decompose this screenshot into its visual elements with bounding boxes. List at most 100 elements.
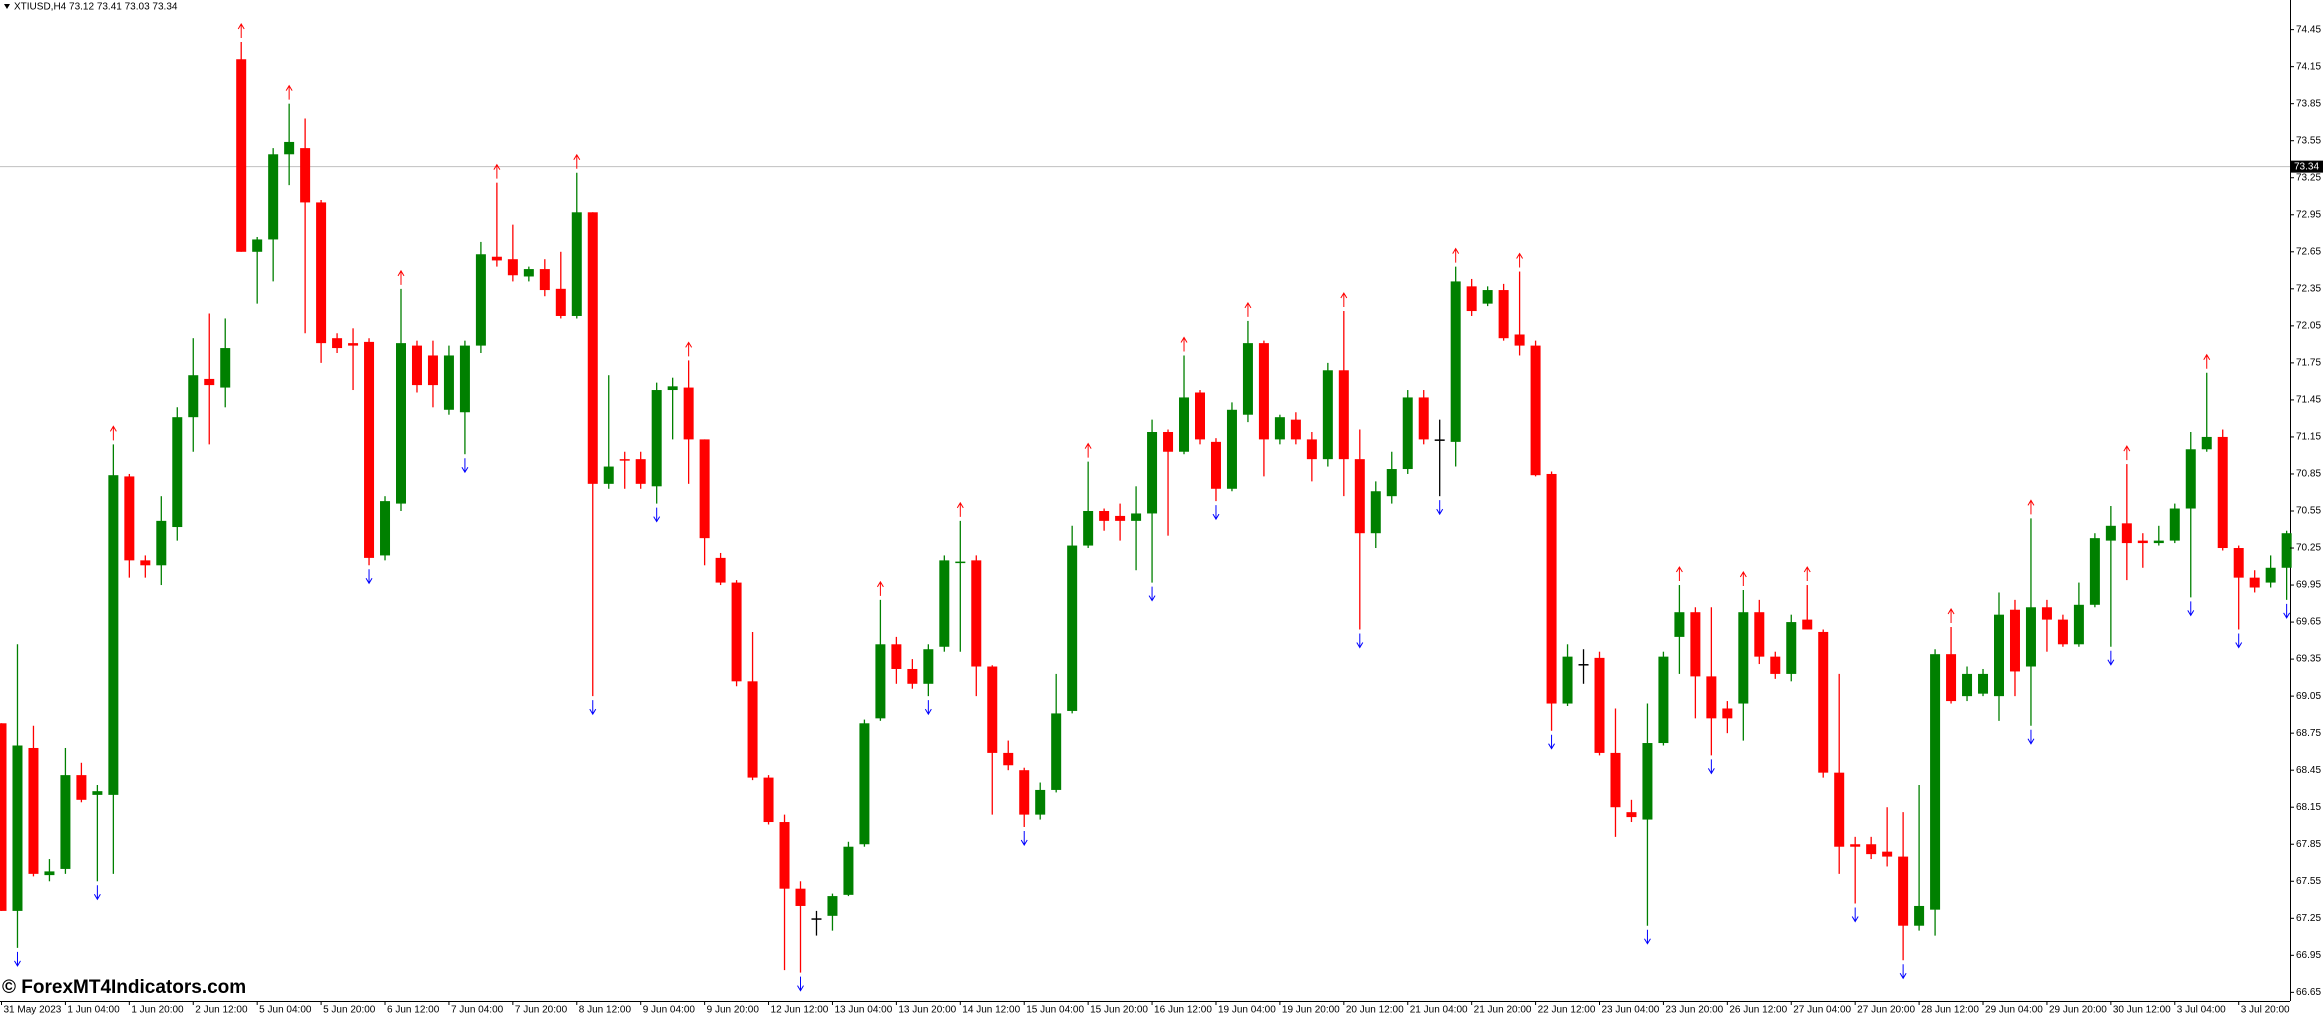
candle-body [491,256,502,261]
candle-body [2105,525,2116,541]
candle-body [2025,607,2036,667]
candle-body [1706,676,1717,719]
candle-body [571,212,582,316]
y-tick-label: 69.05 [2296,691,2321,702]
fractal-down-arrow [1548,734,1555,750]
candle-body [1642,743,1653,820]
candle-body [1546,473,1557,704]
x-tick-label: 5 Jun 20:00 [323,1005,376,1016]
candle-body [779,822,790,889]
candle-body [1083,510,1094,546]
candle-body [587,212,598,484]
candle-body [204,378,215,386]
candle-body [1818,631,1829,773]
candle-body [683,387,694,440]
candle-body [955,561,966,564]
fractal-down-arrow [461,458,469,474]
candle-body [1850,844,1861,847]
candle-body [747,681,758,778]
x-tick-label: 26 Jun 12:00 [1729,1005,1787,1016]
x-tick-label: 29 Jun 20:00 [2049,1005,2107,1016]
x-tick-label: 27 Jun 04:00 [1793,1005,1851,1016]
fractal-down-arrow [14,951,21,967]
fractal-down-arrow [2283,603,2291,619]
candle-body [1035,789,1046,815]
candle-body [348,343,359,346]
x-tick-label: 28 Jun 12:00 [1921,1005,1979,1016]
candle-body [731,582,742,682]
candle-body [1163,431,1174,452]
x-tick-label: 15 Jun 04:00 [1026,1005,1084,1016]
candle-body [2041,607,2052,620]
candle-body [923,649,934,684]
y-tick-label: 71.15 [2296,432,2321,443]
fractal-down-arrow [365,569,373,585]
fractal-up-arrow [2203,353,2211,369]
y-tick-label: 73.55 [2296,135,2321,146]
candle-body [651,390,662,487]
y-tick-label: 72.35 [2296,283,2321,294]
fractal-down-arrow [1356,633,1364,649]
candle-body [1562,656,1573,704]
candle-body [507,259,518,276]
candle-body [156,520,167,566]
candle-body [971,560,982,667]
candle-body [443,355,454,410]
fractal-up-arrow [2123,445,2131,461]
candle-body [2057,619,2068,645]
candle-body [1115,515,1126,521]
candle-body [1914,905,1925,926]
x-tick-label: 23 Jun 20:00 [1665,1005,1723,1016]
fractal-up-arrow [493,163,501,179]
x-tick-label: 1 Jun 04:00 [67,1005,120,1016]
candle-body [1658,656,1669,744]
x-tick-label: 13 Jun 04:00 [834,1005,892,1016]
candle-body [827,896,838,916]
fractal-down-arrow [93,885,101,901]
y-tick-label: 68.75 [2296,728,2321,739]
y-tick-label: 71.75 [2296,358,2321,369]
fractal-down-arrow [1707,759,1715,775]
candle-body [2281,533,2292,568]
x-tick-label: 22 Jun 12:00 [1538,1005,1596,1016]
candle-body [1738,612,1749,704]
candle-body [2249,577,2260,588]
x-tick-label: 30 Jun 12:00 [2113,1005,2171,1016]
candle-body [1179,397,1190,452]
fractal-down-arrow [797,976,804,992]
y-tick-label: 72.65 [2296,246,2321,257]
y-tick-label: 72.05 [2296,320,2321,331]
candle-body [1338,370,1349,460]
candle-body [124,476,135,561]
y-tick-label: 67.55 [2296,876,2321,887]
x-tick-label: 19 Jun 20:00 [1282,1005,1340,1016]
candle-body [1434,439,1445,441]
candle-body [1258,343,1269,440]
candle-body [411,345,422,386]
candle-body [667,386,678,391]
candle-body [284,141,295,155]
fractal-up-arrow [2027,499,2035,515]
candle-body [875,644,886,719]
fractal-up-arrow [1739,571,1747,586]
candle-body [92,791,103,795]
candle-body [1466,286,1477,312]
candle-body [1610,752,1621,808]
candle-body [1131,513,1142,521]
candle-body [699,439,710,539]
candle-body [427,355,438,386]
x-tick-label: 15 Jun 20:00 [1090,1005,1148,1016]
candle-body [907,668,918,684]
candle-body [2217,436,2228,549]
candle-body [1242,343,1253,415]
fractal-up-arrow [876,580,884,596]
candle-body [236,59,247,252]
y-tick-label: 74.15 [2296,61,2321,72]
candle-body [1770,656,1781,674]
fractal-down-arrow [1212,505,1220,521]
fractal-up-arrow [1340,292,1348,308]
y-tick-label: 70.25 [2296,543,2321,554]
price-label-box [2291,160,2323,173]
candle-body [12,745,23,911]
candle-body [1067,545,1078,711]
